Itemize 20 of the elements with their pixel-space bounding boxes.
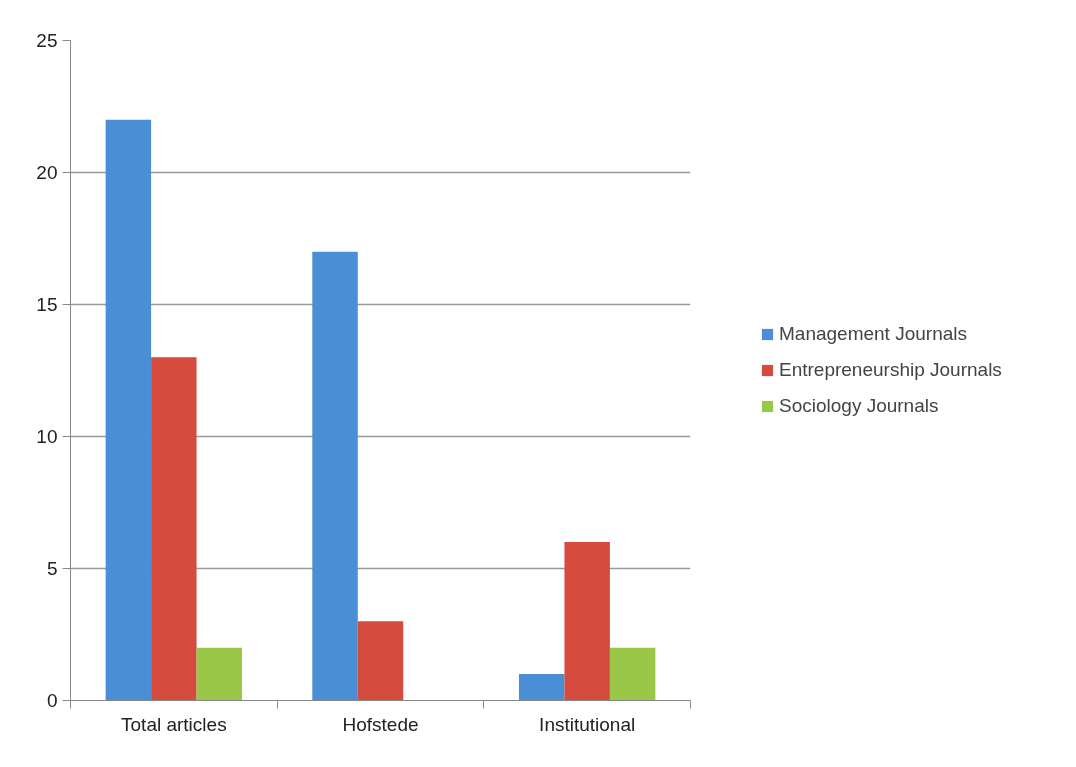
bar [564, 542, 610, 701]
y-tick-label: 0 [46, 690, 58, 711]
y-tick-label: 10 [36, 426, 58, 447]
x-tick-label: Institutional [539, 713, 636, 735]
y-tick-label: 5 [46, 558, 58, 579]
legend-label: Sociology Journals [779, 395, 939, 417]
bar [609, 647, 656, 701]
x-tick-label: Hofstede [342, 713, 419, 735]
bar [151, 357, 197, 701]
y-tick-label: 20 [36, 162, 58, 183]
legend-label: Entrepreneurship Journals [779, 359, 1002, 381]
bar [357, 621, 404, 701]
bar [312, 251, 358, 701]
bar [105, 119, 152, 701]
bar [518, 674, 565, 701]
bar [196, 647, 243, 701]
y-tick-label: 25 [36, 30, 58, 51]
legend-label: Management Journals [779, 323, 967, 345]
y-tick-label: 15 [36, 294, 58, 315]
x-tick-label: Total articles [121, 713, 227, 735]
